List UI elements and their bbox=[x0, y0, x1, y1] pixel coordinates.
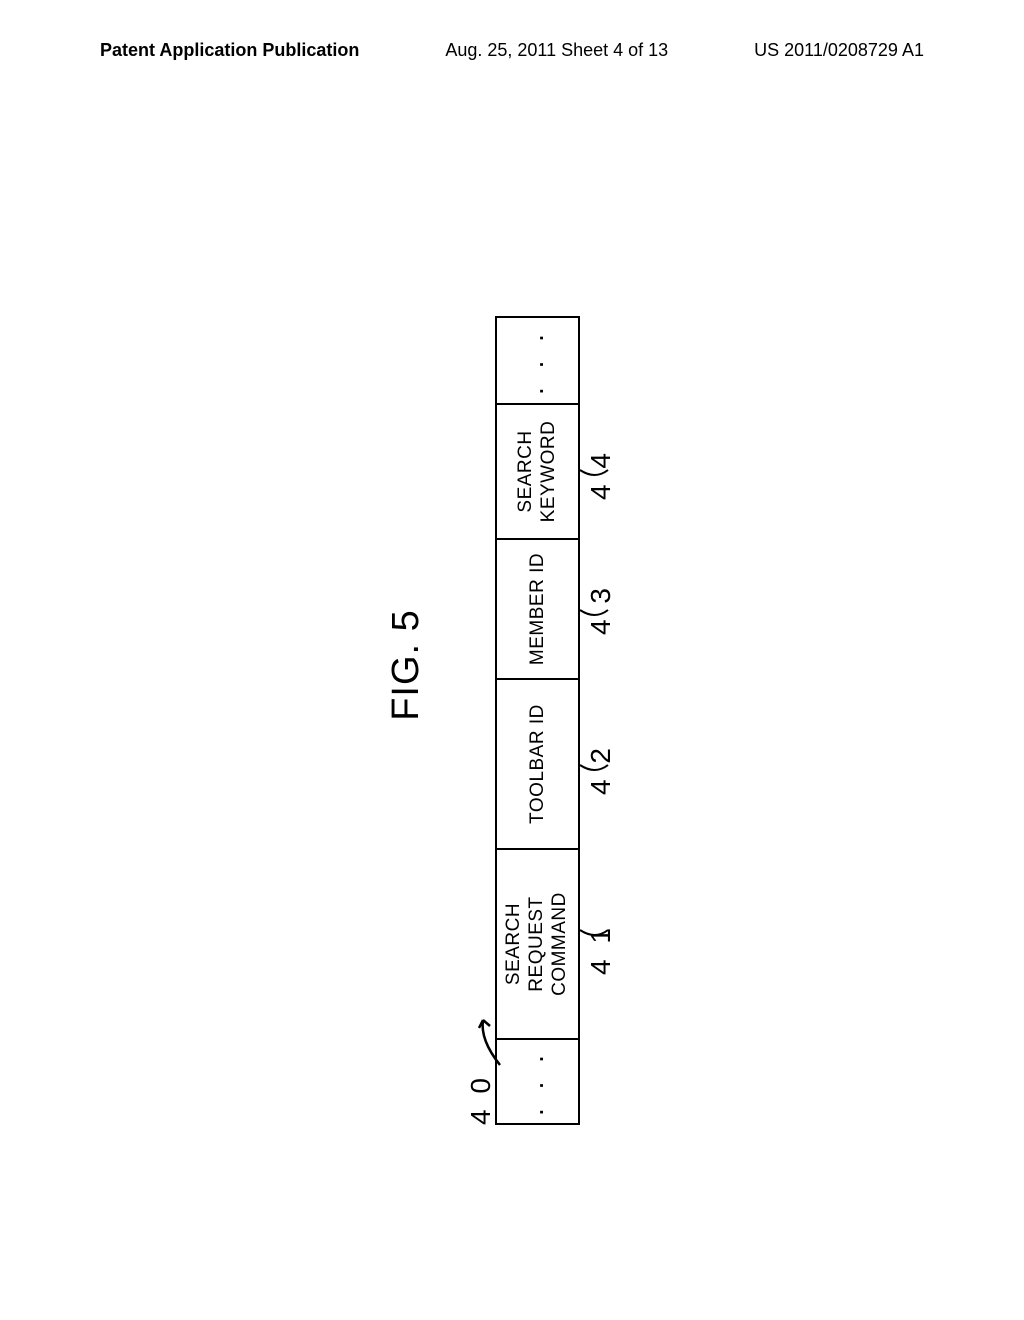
ref-label-42: 4 2 bbox=[585, 744, 617, 795]
cell-1-line1: SEARCH REQUEST bbox=[503, 858, 549, 1030]
header-right-text: US 2011/0208729 A1 bbox=[754, 40, 924, 61]
data-structure-row: . . . SEARCH REQUEST COMMAND TOOLBAR ID … bbox=[495, 316, 580, 1125]
figure-container: FIG. 5 4 0 . . . SEARCH REQUEST COMMAND … bbox=[150, 120, 870, 1220]
rotated-figure: FIG. 5 4 0 . . . SEARCH REQUEST COMMAND … bbox=[385, 205, 635, 1125]
cell-4-line2: KEYWORD bbox=[538, 421, 561, 523]
cell-1-line2: COMMAND bbox=[549, 858, 572, 1030]
figure-title: FIG. 5 bbox=[385, 205, 428, 1125]
cell-ellipsis-left: . . . bbox=[497, 1038, 578, 1123]
ref-label-40: 4 0 bbox=[465, 1074, 497, 1125]
cell-search-keyword: SEARCH KEYWORD bbox=[497, 403, 578, 538]
ref-label-43: 4 3 bbox=[585, 584, 617, 635]
header-center-text: Aug. 25, 2011 Sheet 4 of 13 bbox=[445, 40, 668, 61]
ref-label-44: 4 4 bbox=[585, 449, 617, 500]
ref-label-41: 4 1 bbox=[585, 924, 617, 975]
page-header: Patent Application Publication Aug. 25, … bbox=[0, 40, 1024, 61]
reference-labels: 4 1 4 2 4 3 4 4 bbox=[585, 205, 645, 1125]
cell-toolbar-id: TOOLBAR ID bbox=[497, 678, 578, 848]
cell-ellipsis-right: . . . bbox=[497, 318, 578, 403]
header-left-text: Patent Application Publication bbox=[100, 40, 359, 61]
cell-member-id: MEMBER ID bbox=[497, 538, 578, 678]
cell-4-line1: SEARCH bbox=[515, 421, 538, 523]
cell-search-request: SEARCH REQUEST COMMAND bbox=[497, 848, 578, 1038]
